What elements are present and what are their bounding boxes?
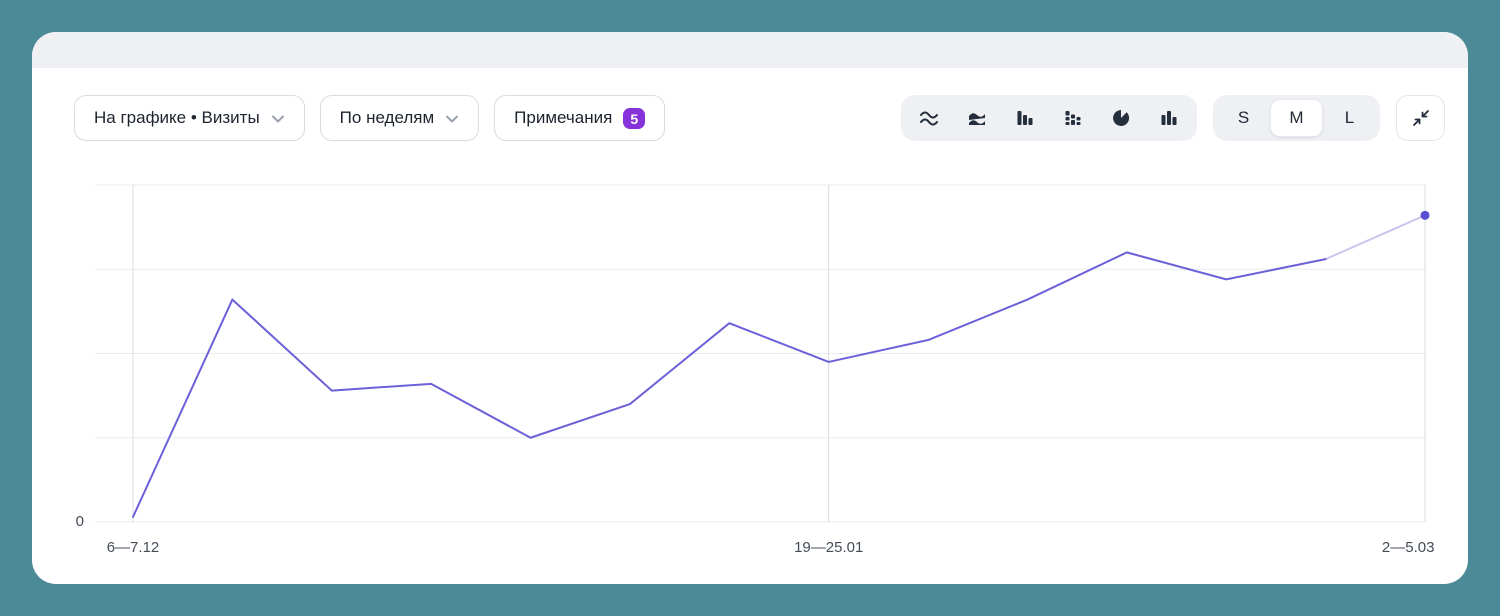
chart-container: 0 6—7.12 19—25.01 2—5.03	[76, 184, 1434, 556]
notes-button-label: Примечания	[514, 108, 613, 127]
size-option-l[interactable]: L	[1323, 99, 1376, 137]
stacked-bar-chart-icon	[1065, 111, 1081, 125]
x-axis-label: 6—7.12	[106, 539, 160, 556]
chart-type-switcher	[901, 95, 1197, 141]
column-chart-icon	[1161, 111, 1177, 125]
metric-dropdown-label: На графике • Визиты	[94, 108, 260, 127]
visits-line-chart[interactable]	[95, 184, 1430, 523]
x-axis-labels: 6—7.12 19—25.01 2—5.03	[95, 522, 1435, 556]
size-option-s[interactable]: S	[1217, 99, 1270, 137]
size-option-m[interactable]: M	[1270, 99, 1323, 137]
collapse-icon	[1412, 110, 1429, 126]
size-switcher: S M L	[1213, 95, 1380, 141]
y-axis-label: 0	[75, 513, 84, 530]
line-chart-icon	[920, 111, 938, 126]
chart-type-columns-button[interactable]	[1145, 99, 1193, 137]
chart-type-stacked-bars-button[interactable]	[1049, 99, 1097, 137]
chart-toolbar: На графике • Визиты По неделям Примечани…	[32, 95, 1468, 141]
metric-dropdown[interactable]: На графике • Визиты	[74, 95, 305, 141]
chevron-down-icon	[271, 115, 284, 123]
chevron-down-icon	[446, 115, 459, 123]
x-axis-label: 2—5.03	[1381, 539, 1435, 556]
x-axis-label: 19—25.01	[794, 539, 864, 556]
area-chart-icon	[969, 113, 985, 125]
chart-type-bars-button[interactable]	[1001, 99, 1049, 137]
toolbar-right-group: S M L	[901, 95, 1445, 141]
collapse-button[interactable]	[1396, 95, 1445, 141]
notes-count-badge: 5	[623, 107, 646, 129]
pie-chart-icon	[1113, 110, 1130, 126]
period-dropdown[interactable]: По неделям	[319, 95, 480, 141]
metrics-widget-card: На графике • Визиты По неделям Примечани…	[32, 32, 1468, 584]
period-dropdown-label: По неделям	[339, 108, 435, 127]
toolbar-left-group: На графике • Визиты По неделям Примечани…	[74, 95, 666, 141]
chart-type-line-button[interactable]	[905, 99, 953, 137]
notes-button[interactable]: Примечания 5	[494, 95, 666, 141]
chart-type-pie-button[interactable]	[1097, 99, 1145, 137]
bar-chart-icon	[1017, 111, 1033, 125]
card-header-strip	[32, 32, 1468, 68]
chart-type-area-button[interactable]	[953, 99, 1001, 137]
